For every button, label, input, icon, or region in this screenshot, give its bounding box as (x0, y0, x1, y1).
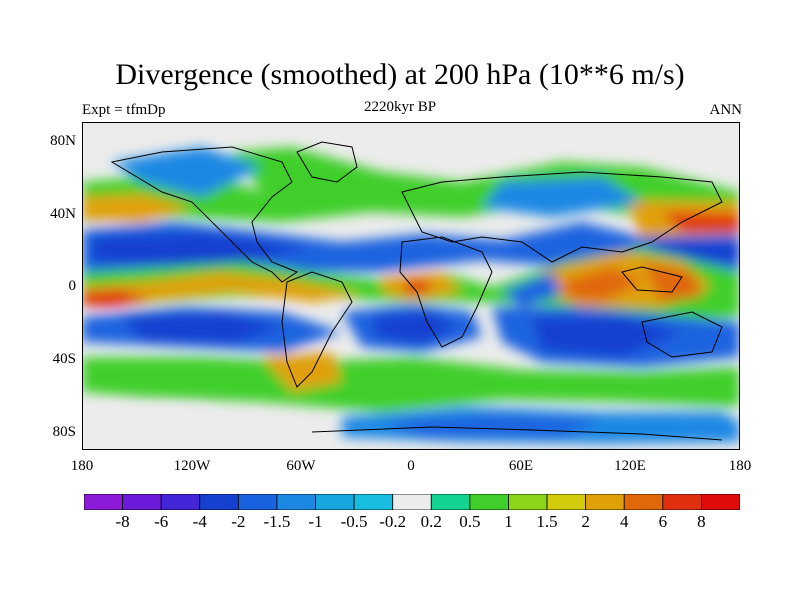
colorbar-swatch (469, 494, 509, 510)
colorbar-swatch (276, 494, 316, 510)
season-label: ANN (709, 102, 743, 118)
coastlines (110, 141, 723, 441)
colorbar-swatch (623, 494, 664, 510)
colorbar-label: 4 (619, 512, 629, 531)
colorbar-swatch (701, 494, 740, 510)
lon-tick-120w: 120W (173, 458, 211, 474)
colorbar-label: 1.5 (536, 512, 558, 531)
colorbar-swatch (199, 494, 239, 510)
lat-tick-0: 0 (68, 278, 77, 294)
lon-tick-60e: 60E (508, 458, 534, 474)
colorbar-swatch (508, 494, 548, 510)
lon-tick-120e: 120E (614, 458, 646, 474)
lat-tick-40n: 40N (50, 206, 76, 222)
lon-tick-180e: 180 (728, 458, 752, 474)
colorbar-label: -1.5 (263, 512, 291, 531)
colorbar-swatch (662, 494, 702, 510)
colorbar-label: 0.2 (420, 512, 442, 531)
lon-tick-0: 0 (407, 458, 415, 474)
experiment-label: Expt = tfmDp (82, 102, 166, 118)
colorbar-swatch (353, 494, 394, 510)
colorbar-label: 2 (581, 512, 590, 531)
colorbar-label: -6 (154, 512, 169, 531)
colorbar-label: 1 (504, 512, 513, 531)
colorbar-swatch (122, 494, 162, 510)
colorbar-label: -0.5 (340, 512, 368, 531)
time-label: 2220kyr BP (363, 99, 437, 115)
colorbar-label: 0.5 (459, 512, 481, 531)
lat-tick-80n: 80N (50, 133, 76, 149)
lat-tick-80s: 80S (52, 424, 76, 440)
colorbar (84, 494, 740, 510)
colorbar-label: 6 (658, 512, 668, 531)
colorbar-swatch (84, 494, 123, 510)
colorbar-swatch (392, 494, 432, 510)
colorbar-label: 8 (697, 512, 706, 531)
colorbar-label: -1 (308, 512, 323, 531)
colorbar-swatch (546, 494, 587, 510)
lon-tick-60w: 60W (286, 458, 316, 474)
colorbar-label: -4 (192, 512, 207, 531)
lat-tick-40s: 40S (52, 351, 76, 367)
colorbar-swatch (160, 494, 201, 510)
colorbar-swatch (237, 494, 278, 510)
colorbar-label: -0.2 (379, 512, 407, 531)
colorbar-swatch (585, 494, 625, 510)
colorbar-swatch (315, 494, 355, 510)
colorbar-swatch (430, 494, 471, 510)
colorbar-label: -8 (115, 512, 130, 531)
colorbar-label: -2 (231, 512, 246, 531)
plot-title: Divergence (smoothed) at 200 hPa (10**6 … (115, 58, 685, 91)
divergence-map (82, 122, 740, 450)
lon-tick-180w: 180 (70, 458, 94, 474)
